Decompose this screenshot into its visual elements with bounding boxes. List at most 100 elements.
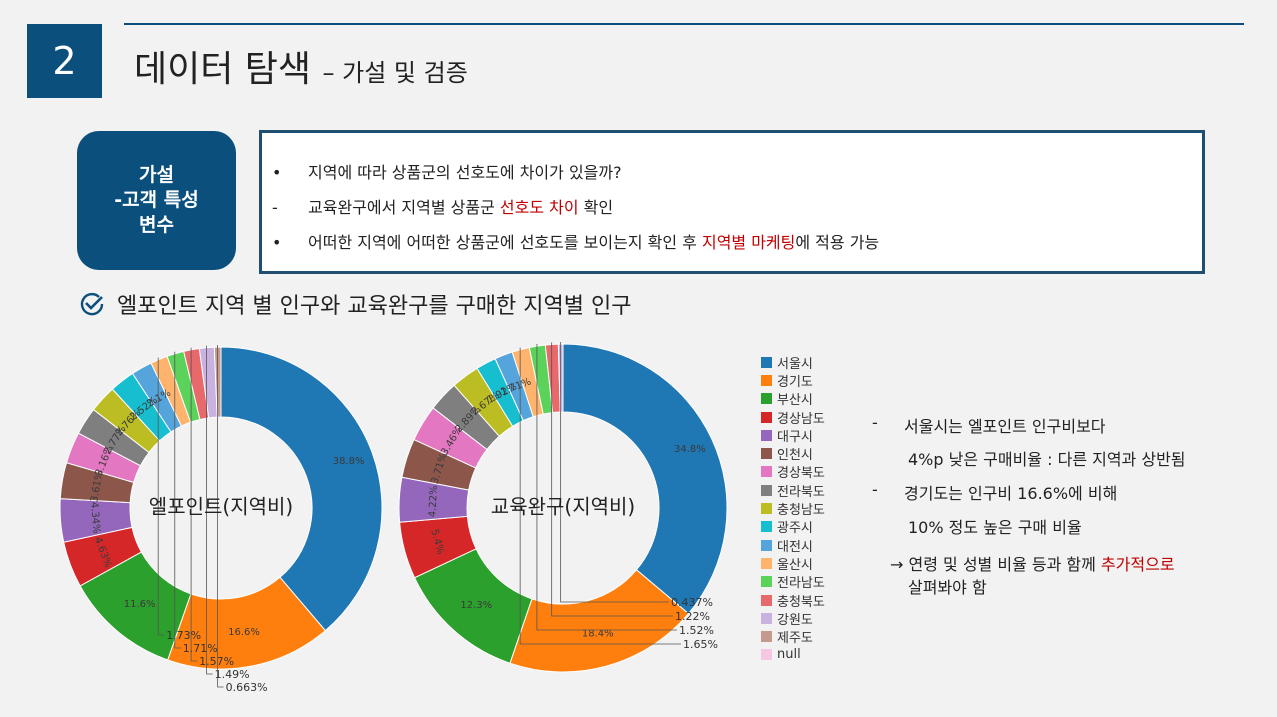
legend-item: 부산시	[761, 390, 825, 408]
legend-item: 대전시	[761, 536, 825, 555]
header-divider	[124, 23, 1244, 25]
legend-label: 전라남도	[777, 576, 825, 592]
legend-label: 충청북도	[777, 594, 825, 610]
note-seoul-2: 4%p 낮은 구매비율 : 다른 지역과 상반됨	[908, 450, 1186, 469]
legend-label: 경상북도	[777, 466, 825, 482]
legend-item: 경상남도	[761, 408, 825, 427]
slice-label: 11.6%	[124, 599, 156, 610]
legend-item: 전라북도	[761, 481, 825, 500]
legend-item: 대구시	[761, 426, 825, 445]
legend-label: 제주도	[777, 631, 813, 647]
legend-item: 경상북도	[761, 463, 825, 481]
slice-label: 3.61%	[89, 470, 105, 503]
hypothesis-text: 어떠한 지역에 어떠한 상품군에 선호도를 보이는지 확인 후	[308, 233, 702, 252]
hypothesis-panel: • 지역에 따라 상품군의 선호도에 차이가 있을까? - 교육완구에서 지역별 상…	[259, 130, 1205, 274]
hypothesis-text: 에 적용 가능	[795, 233, 880, 252]
callout-label: 0.437%	[671, 596, 713, 609]
legend-item: 제주도	[761, 627, 825, 647]
callout-label: 1.57%	[199, 655, 234, 668]
callout-label: 0.663%	[226, 681, 268, 694]
callout-label: 1.73%	[166, 629, 201, 642]
chart-legend: 서울시 경기도 부산시 경상남도 대구시 인천시 경상북도 전라북도 충청남도 광주시 대전시 울산시…	[761, 353, 825, 664]
slice-label: 38.8%	[333, 456, 365, 467]
hypothesis-text: 확인	[578, 198, 614, 217]
callout-line	[174, 351, 181, 649]
callout-label: 1.71%	[183, 642, 218, 655]
legend-label: 경상남도	[777, 411, 825, 427]
bullet-marker: •	[272, 233, 282, 252]
legend-swatch	[761, 539, 772, 551]
page-subtitle: – 가설 및 검증	[322, 59, 468, 87]
legend-label: 경기도	[777, 374, 813, 390]
legend-label: 인천시	[777, 448, 813, 464]
note-seoul-1: 서울시는 엘포인트 인구비보다	[904, 417, 1106, 436]
callout-line	[519, 347, 681, 645]
slice-label: 16.6%	[228, 627, 260, 638]
donut-slice	[562, 343, 728, 615]
hypothesis-line: - 교육완구에서 지역별 상품군 선호도 차이 확인	[272, 194, 613, 218]
legend-label: 전라북도	[777, 484, 825, 500]
legend-swatch	[761, 374, 772, 386]
callout-label: 1.22%	[675, 610, 710, 623]
legend-item: 경기도	[761, 371, 825, 390]
slice-label: 12.3%	[460, 600, 492, 611]
legend-swatch	[761, 557, 772, 569]
donut-chart-elpoint: 38.8%16.6%11.6%4.63%4.34%3.61%3.16%2.77%…	[59, 345, 383, 694]
note-gyeonggi-1: 경기도는 인구비 16.6%에 비해	[904, 484, 1118, 503]
note-gyeonggi-2: 10% 정도 높은 구매 비율	[908, 518, 1082, 537]
callout-line	[206, 345, 213, 675]
note-dash: -	[872, 413, 878, 432]
note-conclusion-highlight: 추가적으로	[1100, 555, 1175, 574]
hypothesis-text: 교육완구에서 지역별 상품군	[308, 198, 500, 217]
section-number-badge: 2	[27, 24, 102, 98]
legend-label: 대구시	[777, 429, 813, 445]
legend-swatch	[761, 484, 772, 496]
legend-label: 부산시	[777, 393, 813, 409]
donut-center-title: 교육완구(지역비)	[491, 495, 635, 519]
section-heading: 엘포인트 지역 별 인구와 교육완구를 구매한 지역별 인구	[77, 288, 631, 320]
hypothesis-label-line: 가설	[139, 164, 174, 187]
page-title: 데이터 탐색 – 가설 및 검증	[134, 40, 468, 92]
check-circle-icon	[80, 292, 104, 316]
legend-swatch	[761, 631, 772, 643]
legend-swatch	[761, 466, 772, 478]
callout-line	[217, 345, 224, 688]
legend-label: 광주시	[777, 521, 813, 537]
donut-chart-toy: 34.8%18.4%12.3%5.4%4.22%3.71%3.46%2.89%2…	[398, 342, 728, 673]
legend-swatch	[761, 594, 772, 606]
legend-swatch	[761, 411, 772, 423]
note-dash: -	[872, 480, 878, 499]
legend-swatch	[761, 612, 772, 624]
legend-swatch	[761, 356, 772, 368]
donut-charts: 38.8%16.6%11.6%4.63%4.34%3.61%3.16%2.77%…	[59, 342, 728, 694]
donut-center-title: 엘포인트(지역비)	[149, 495, 293, 519]
callout-label: 1.65%	[683, 638, 718, 651]
callout-line	[190, 347, 198, 662]
legend-item: 광주시	[761, 518, 825, 536]
callout-line	[157, 357, 165, 636]
callout-line	[560, 342, 669, 603]
legend-swatch	[761, 393, 772, 405]
donut-slice	[220, 346, 383, 632]
legend-swatch	[761, 503, 772, 515]
legend-label: 충청남도	[777, 503, 825, 519]
legend-swatch	[761, 649, 772, 661]
callout-line	[551, 342, 673, 617]
hypothesis-label-line: 변수	[139, 213, 174, 236]
legend-item: 전라남도	[761, 573, 825, 591]
bullet-marker: -	[272, 198, 278, 217]
legend-item: 울산시	[761, 554, 825, 573]
legend-item: 충청북도	[761, 591, 825, 610]
page-title-text: 데이터 탐색	[134, 49, 312, 90]
note-conclusion-2: 살펴봐야 함	[908, 578, 987, 597]
slice-label: 18.4%	[582, 628, 614, 639]
hypothesis-text: 지역에 따라 상품군의 선호도에 차이가 있을까?	[308, 163, 622, 182]
legend-swatch	[761, 521, 772, 533]
hypothesis-line: • 어떠한 지역에 어떠한 상품군에 선호도를 보이는지 확인 후 지역별 마케팅…	[272, 229, 879, 253]
note-conclusion-1: → 연령 및 성별 비율 등과 함께 추가적으로	[890, 551, 1175, 575]
section-number: 2	[52, 39, 77, 83]
hypothesis-label-box: 가설 -고객 특성 변수	[77, 131, 236, 270]
legend-item: 인천시	[761, 444, 825, 464]
section-heading-text: 엘포인트 지역 별 인구와 교육완구를 구매한 지역별 인구	[117, 294, 632, 319]
slice-label: 34.8%	[674, 444, 706, 455]
